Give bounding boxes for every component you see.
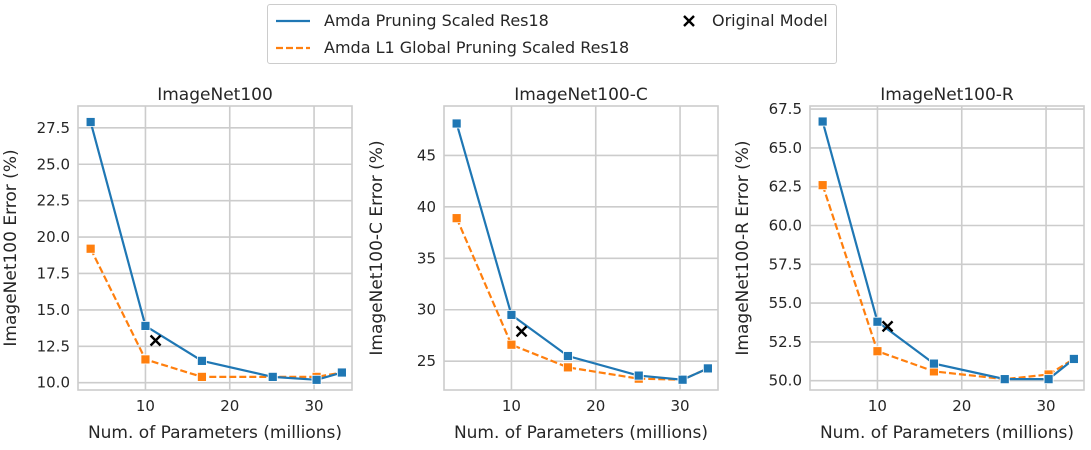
series-amda-pruning-marker: [506, 309, 517, 320]
x-axis-label: Num. of Parameters (millions): [454, 423, 708, 443]
plot-frame: [443, 105, 719, 391]
series-amda-l1-global-marker: [140, 354, 151, 365]
series-amda-pruning-marker: [1043, 374, 1054, 385]
series-amda-pruning-marker: [140, 321, 151, 331]
y-tick-label: 25: [417, 352, 436, 370]
series-amda-l1-global-marker: [451, 213, 462, 224]
legend-label: Amda Pruning Scaled Res18: [324, 11, 549, 30]
legend-item-amda-l1-global: Amda L1 Global Pruning Scaled Res18: [274, 38, 629, 57]
series-amda-pruning-marker: [872, 316, 883, 327]
series-amda-pruning-marker: [999, 374, 1010, 385]
x-tick-label: 30: [1037, 397, 1056, 415]
chart-title: ImageNet100-C: [514, 85, 648, 105]
series-amda-pruning-marker: [563, 351, 573, 361]
y-axis-label: ImageNet100-R Error (%): [733, 140, 753, 355]
series-amda-l1-global-marker: [197, 371, 207, 382]
y-tick-label: 62.5: [769, 178, 802, 196]
y-tick-label: 65.0: [769, 139, 802, 157]
series-amda-l1-global-marker: [85, 243, 96, 254]
x-tick-label: 10: [502, 397, 521, 415]
y-tick-label: 55.0: [769, 294, 802, 312]
x-tick-label: 30: [305, 397, 324, 415]
series-amda-pruning-line: [821, 121, 1075, 381]
x-tick-label: 20: [586, 397, 605, 415]
series-amda-pruning-marker: [267, 371, 278, 382]
x-axis-label: Num. of Parameters (millions): [88, 423, 342, 443]
x-tick-label: 30: [671, 397, 690, 415]
series-amda-pruning-marker: [85, 117, 96, 127]
series-amda-pruning-marker: [197, 355, 207, 366]
y-tick-label: 67.5: [769, 100, 802, 118]
plot-frame: [77, 105, 353, 391]
series-amda-pruning-marker: [451, 118, 462, 129]
y-tick-label: 12.5: [37, 337, 70, 355]
y-tick-label: 60.0: [769, 216, 802, 234]
y-tick-label: 17.5: [37, 264, 70, 282]
series-amda-l1-global-marker: [506, 339, 517, 350]
y-tick-label: 40: [417, 198, 436, 216]
series-amda-pruning-marker: [311, 374, 322, 385]
original-model-marker: [149, 334, 162, 347]
y-tick-label: 20.0: [37, 228, 70, 246]
legend-label: Amda L1 Global Pruning Scaled Res18: [324, 38, 630, 57]
series-amda-l1-global-line: [821, 184, 1075, 381]
y-axis-label: ImageNet100-C Error (%): [367, 140, 387, 355]
series-amda-pruning-line: [89, 121, 343, 381]
y-tick-label: 22.5: [37, 192, 70, 210]
y-tick-label: 30: [417, 301, 436, 319]
series-amda-l1-global-marker: [817, 180, 828, 191]
chart-panel-3: 10 20 30 50.0 52.5 55.0 57.5 60.0 62.5 65.0 67.5 Im…: [733, 85, 1085, 443]
series-amda-pruning-marker: [633, 370, 644, 381]
series-amda-l1-global-marker: [563, 362, 573, 373]
legend-label: Original Model: [712, 11, 828, 30]
y-axis-label: ImageNet100 Error (%): [1, 149, 21, 346]
series-amda-l1-global-line: [455, 217, 709, 381]
chart-panel-2: 10 20 30 25 30 35 40 45 ImageNet100-C Num. of Par…: [367, 85, 719, 443]
y-tick-label: 57.5: [769, 255, 802, 273]
y-tick-label: 35: [417, 249, 436, 267]
y-tick-label: 50.0: [769, 372, 802, 390]
y-tick-label: 15.0: [37, 301, 70, 319]
chart-panel-1: 10 20 30 10.0 12.5 15.0 17.5 20.0 22.5 25.0 27.5 Im…: [1, 85, 353, 443]
solid-line-swatch-icon: [276, 19, 310, 22]
series-amda-pruning-marker: [929, 358, 939, 369]
legend-item-original-model: Original Model: [674, 11, 828, 30]
chart-title: ImageNet100: [157, 85, 273, 105]
x-tick-label: 20: [952, 397, 971, 415]
series-amda-pruning-marker: [1068, 354, 1079, 364]
x-marker-icon: [683, 14, 695, 27]
y-tick-label: 25.0: [37, 155, 70, 173]
legend-item-amda-pruning: Amda Pruning Scaled Res18: [274, 11, 549, 30]
y-tick-label: 52.5: [769, 333, 802, 351]
y-tick-label: 10.0: [37, 374, 70, 392]
series-amda-l1-global-line: [89, 248, 343, 378]
x-tick-label: 10: [136, 397, 155, 415]
plot-frame: [809, 105, 1085, 391]
series-amda-l1-global-marker: [872, 346, 883, 357]
series-amda-pruning-marker: [677, 374, 688, 385]
series-amda-pruning-line: [455, 123, 709, 381]
x-tick-label: 10: [868, 397, 887, 415]
dashed-line-swatch-icon: [276, 46, 310, 49]
chart-title: ImageNet100-R: [880, 85, 1014, 105]
series-amda-pruning-marker: [817, 116, 828, 127]
x-tick-label: 20: [220, 397, 239, 415]
original-model-marker: [515, 325, 528, 338]
x-axis-label: Num. of Parameters (millions): [820, 423, 1074, 443]
y-tick-label: 45: [417, 146, 436, 164]
y-tick-label: 27.5: [37, 119, 70, 137]
original-model-marker: [881, 320, 894, 333]
series-amda-pruning-marker: [336, 367, 347, 378]
series-amda-pruning-marker: [702, 363, 713, 374]
legend: Amda Pruning Scaled Res18 Amda L1 Global…: [267, 4, 837, 64]
